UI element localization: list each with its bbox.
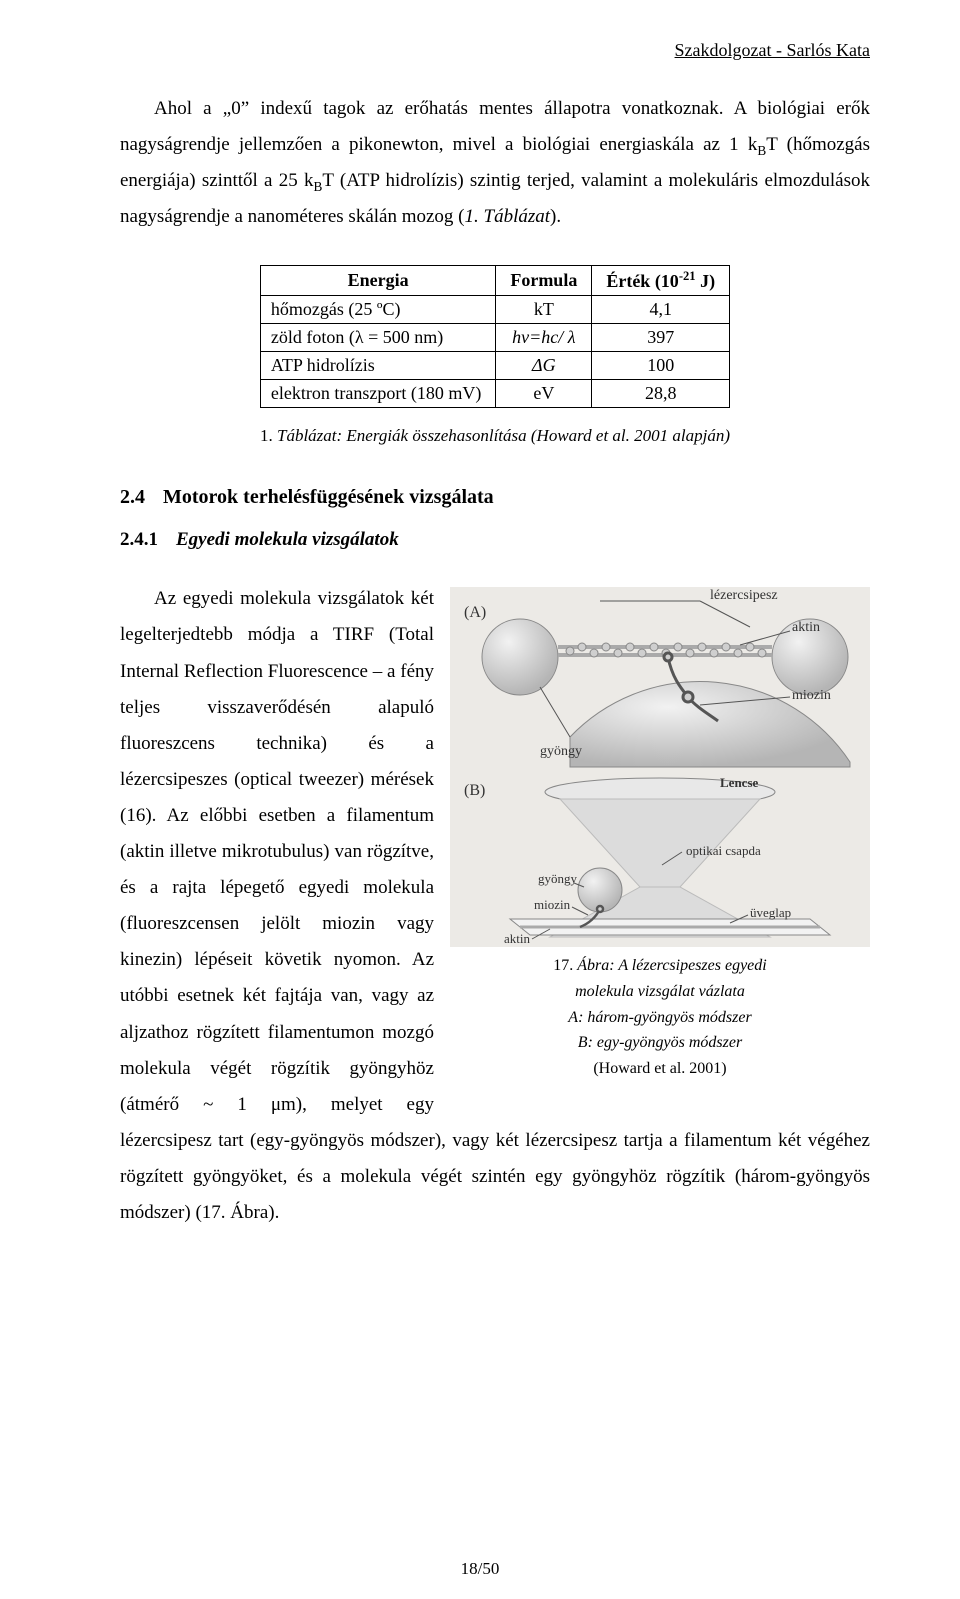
para1-tail: ). — [550, 206, 561, 227]
label-lezercsipesz: lézercsipesz — [710, 588, 778, 603]
section-heading: 2.4Motorok terhelésfüggésének vizsgálata — [120, 486, 870, 509]
th-formula: Formula — [496, 266, 592, 296]
table-row: zöld foton (λ = 500 nm) hv=hc/ λ 397 — [260, 324, 729, 352]
th-value: Érték (10-21 J) — [592, 266, 730, 296]
label-gyongy-a: gyöngy — [540, 744, 582, 759]
page-number: 18/50 — [0, 1559, 960, 1579]
label-optikai: optikai csapda — [686, 843, 761, 858]
label-miozin-a: miozin — [792, 688, 831, 703]
table-row: hőmozgás (25 ºC) kT 4,1 — [260, 296, 729, 324]
th-energy: Energia — [260, 266, 495, 296]
label-aktin-a: aktin — [792, 620, 820, 635]
figure-svg: (A) — [450, 587, 870, 947]
label-gyongy-b: gyöngy — [538, 871, 578, 886]
energy-table: Energia Formula Érték (10-21 J) hőmozgás… — [260, 265, 730, 408]
para1-sub1: B — [757, 143, 766, 158]
running-head: Szakdolgozat - Sarlós Kata — [120, 40, 870, 61]
paragraph-1: Ahol a „0” indexű tagok az erőhatás ment… — [120, 91, 870, 235]
label-miozin-b: miozin — [534, 897, 571, 912]
subsection-heading: 2.4.1Egyedi molekula vizsgálatok — [120, 529, 870, 551]
figure-17: (A) — [450, 587, 870, 1081]
label-B: (B) — [464, 782, 485, 799]
figure-caption: 17. Ábra: A lézercsipeszes egyedi moleku… — [450, 953, 870, 1081]
para1-ref: 1. Táblázat — [465, 206, 551, 227]
label-A: (A) — [464, 604, 486, 621]
table-caption: 1. Táblázat: Energiák összehasonlítása (… — [120, 426, 870, 446]
label-lencse: Lencse — [720, 775, 759, 790]
label-aktin-b: aktin — [504, 931, 530, 946]
label-uveglap: üveglap — [750, 905, 791, 920]
table-row: ATP hidrolízis ΔG 100 — [260, 352, 729, 380]
table-row: elektron transzport (180 mV) eV 28,8 — [260, 380, 729, 408]
